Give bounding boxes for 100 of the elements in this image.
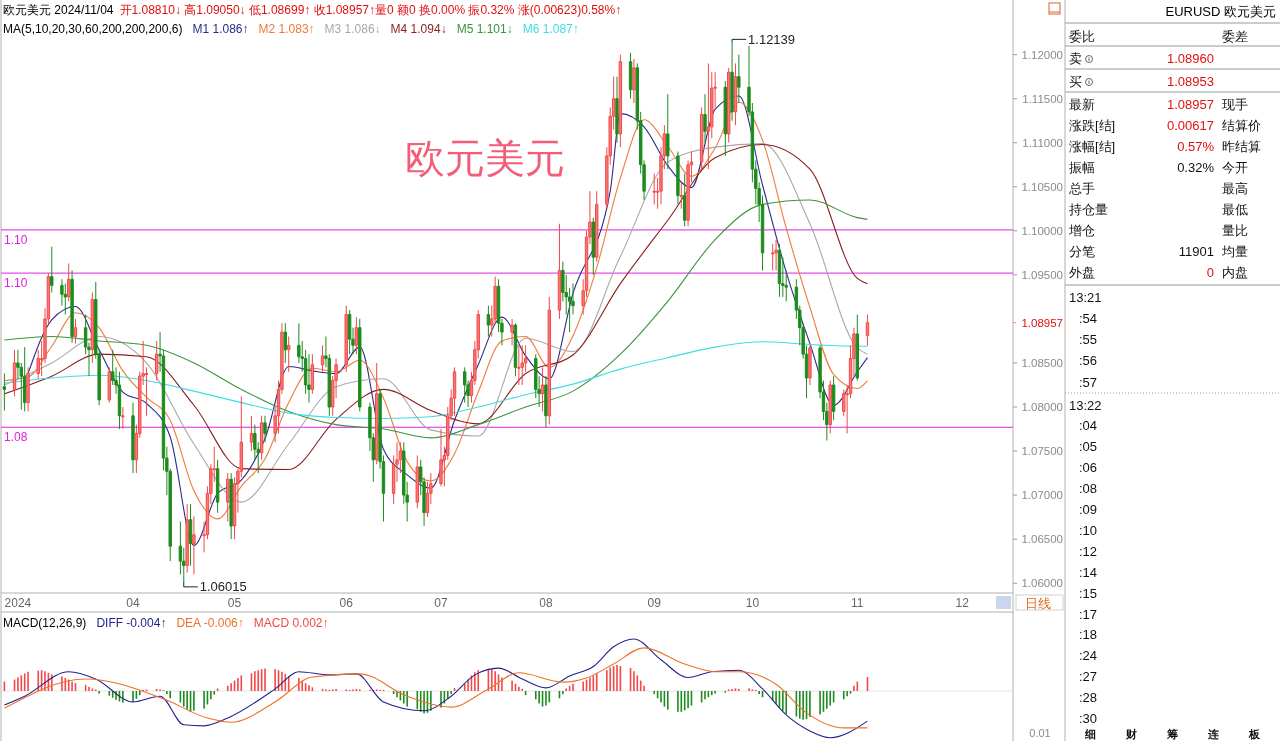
candlestick	[676, 151, 680, 205]
candlestick	[618, 54, 623, 148]
text: :09	[1079, 502, 1098, 518]
candlestick	[66, 262, 71, 302]
candlestick	[63, 283, 68, 315]
text: MACD 0.002↑	[253, 616, 329, 630]
x-tick-label: 12	[955, 596, 970, 610]
text: 13:21	[1069, 289, 1102, 305]
chart-title: 欧元美元 2024/11/04	[3, 3, 114, 17]
y-tick-label: 1.10000	[1021, 224, 1063, 237]
candlestick	[557, 223, 562, 320]
text: 振幅	[1069, 159, 1095, 175]
text: 筹	[1165, 728, 1178, 740]
text: 1.08957	[1021, 316, 1063, 329]
y-tick-label: 1.10500	[1021, 180, 1063, 193]
x-tick-label: 10	[745, 596, 760, 610]
candlestick	[510, 318, 514, 346]
text: 持仓量	[1069, 201, 1108, 217]
candlestick	[2, 373, 7, 412]
candlestick	[770, 243, 775, 271]
text: 1.08953	[1167, 73, 1214, 89]
candlestick	[520, 344, 524, 386]
y-tick-label: 1.08000	[1021, 401, 1063, 414]
text: 增仓	[1068, 222, 1095, 238]
annotation: 1.06015	[199, 579, 247, 595]
candlestick	[90, 291, 95, 364]
legend-title: MA(5,10,20,30,60,200,200,200,6)	[3, 22, 183, 36]
x-tick-label: 04	[126, 596, 140, 610]
candlestick	[249, 415, 254, 452]
candlestick	[259, 415, 264, 461]
text: 量比	[1222, 222, 1248, 238]
candlestick	[808, 344, 812, 386]
text: 今开	[1222, 159, 1248, 175]
text: M6 1.087↑	[522, 22, 579, 36]
candlestick	[22, 346, 27, 412]
text: M4 1.094↓	[390, 22, 447, 36]
text: 最低	[1222, 201, 1248, 217]
candlestick	[185, 503, 189, 574]
candlestick	[229, 472, 233, 540]
text: :17	[1079, 606, 1098, 622]
candlestick	[439, 428, 443, 487]
text: 外盘	[1069, 264, 1095, 280]
candlestick	[73, 318, 78, 345]
text: :05	[1079, 439, 1098, 455]
candlestick	[320, 344, 325, 373]
text: 委差	[1222, 28, 1248, 44]
text: 卖	[1069, 50, 1082, 66]
candlestick	[344, 305, 348, 373]
text: :08	[1079, 481, 1098, 497]
text: :24	[1079, 648, 1098, 664]
candlestick	[283, 322, 288, 364]
x-tick-label: 11	[851, 596, 864, 610]
y-tick-label: 1.06000	[1021, 577, 1063, 590]
candlestick	[121, 406, 125, 430]
candlestick	[107, 366, 112, 404]
text: 买	[1069, 73, 1082, 89]
candlestick	[737, 54, 741, 104]
ref-line-label: 1.08	[4, 430, 28, 445]
text: 涨跌[结]	[1069, 117, 1116, 133]
text: 昨结算	[1222, 138, 1261, 154]
y-tick-label: 1.07000	[1021, 489, 1063, 502]
candlestick	[26, 366, 30, 412]
candlestick	[726, 67, 731, 144]
text: 内盘	[1222, 264, 1248, 280]
candlestick	[615, 76, 619, 144]
text: :27	[1079, 669, 1098, 685]
y-tick-label: 1.06500	[1021, 533, 1063, 546]
x-tick-label: 07	[434, 596, 448, 610]
text: M1 1.086↑	[192, 22, 249, 36]
text: :28	[1079, 690, 1098, 706]
candlestick	[347, 309, 352, 355]
line-series	[3, 341, 869, 419]
x-tick-label: 09	[647, 596, 662, 610]
candlestick	[310, 353, 315, 395]
candlestick	[679, 181, 684, 210]
candlestick	[594, 190, 599, 263]
candlestick	[723, 80, 728, 157]
y-tick-label: 1.07500	[1021, 445, 1063, 458]
ref-line-label: 1.10	[4, 276, 28, 291]
text: 结算价	[1222, 117, 1261, 133]
candlestick	[462, 366, 467, 404]
candlestick	[215, 459, 220, 514]
text: :54	[1079, 310, 1098, 326]
text: :55	[1079, 332, 1098, 348]
text: :18	[1079, 627, 1098, 643]
candlestick	[486, 305, 491, 338]
candlestick	[452, 366, 457, 417]
text: 11901	[1178, 243, 1214, 259]
text: 0.32%	[1177, 159, 1215, 175]
text: 现手	[1222, 96, 1248, 112]
text: :57	[1079, 374, 1098, 390]
text: 板	[1247, 728, 1261, 740]
candlestick	[703, 93, 707, 144]
chart-title: MACD(12,26,9)	[3, 616, 87, 630]
y-tick-label: 1.11000	[1022, 136, 1063, 149]
candlestick	[544, 375, 548, 428]
chart-subtitle: 开1.08810↓ 高1.09050↓ 低1.08699↑ 收1.08957↑量0 额0 换0.00% 振0.32% 涨(0.00623)0.58%↑	[119, 3, 622, 17]
candlestick	[117, 371, 122, 430]
candlestick	[652, 173, 656, 205]
text: 最新	[1069, 96, 1095, 112]
